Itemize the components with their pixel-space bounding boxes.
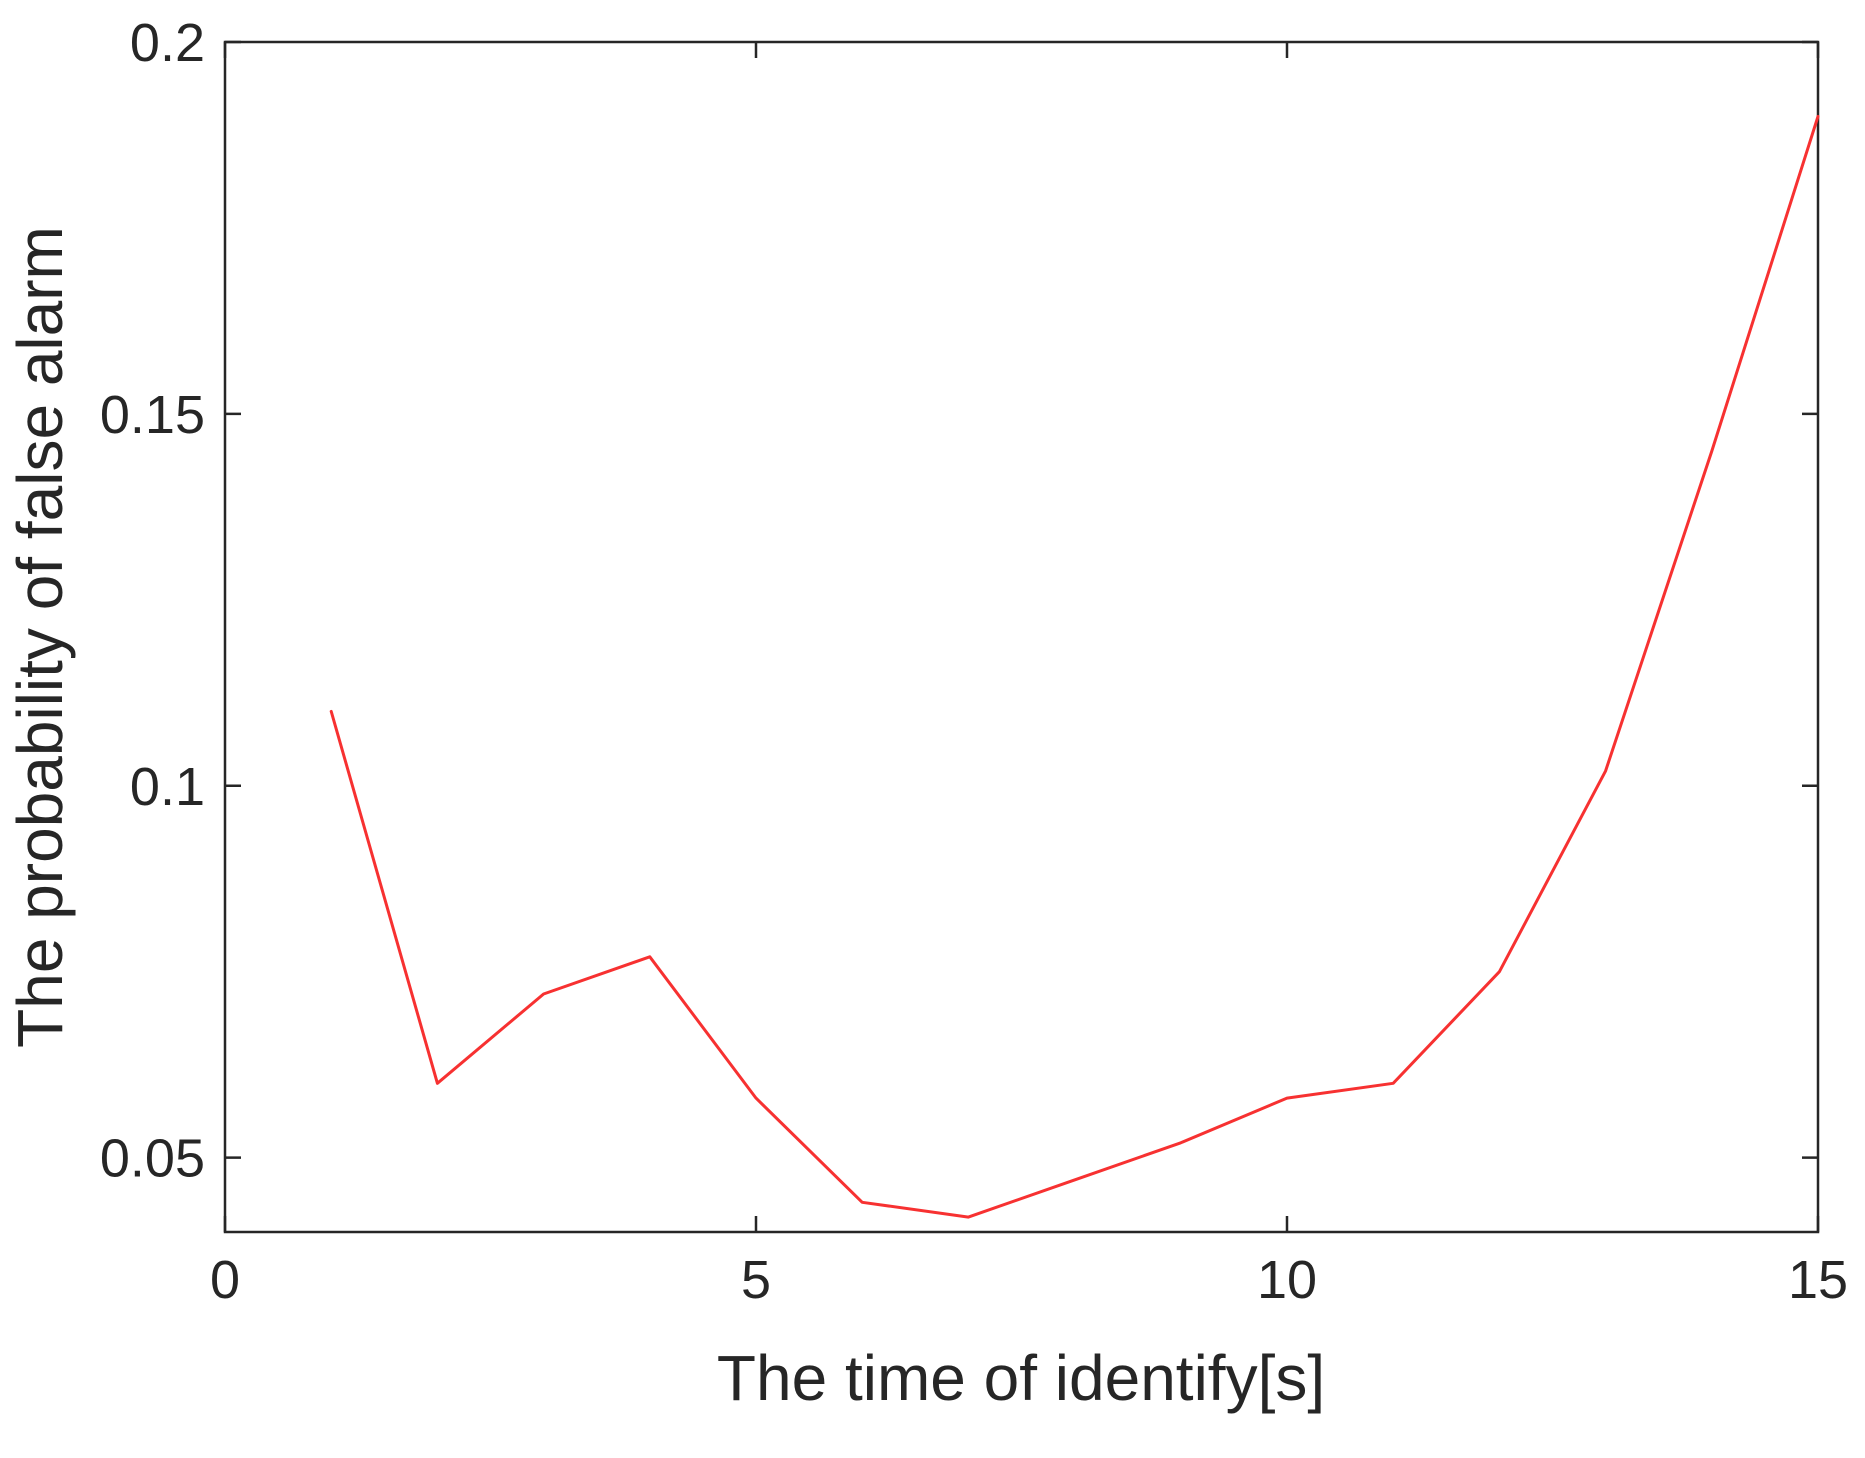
- x-tick-label: 5: [741, 1250, 771, 1310]
- y-tick-label: 0.15: [100, 385, 205, 445]
- y-axis-label: The probability of false alarm: [4, 226, 76, 1048]
- x-tick-label: 0: [210, 1250, 240, 1310]
- axis-tick-labels: 0 5 10 15 0.05 0.1 0.15 0.2: [100, 13, 1848, 1310]
- y-tick-label: 0.05: [100, 1129, 205, 1189]
- plot-area: [223, 40, 1820, 1234]
- x-tick-label: 10: [1257, 1250, 1317, 1310]
- axis-ticks: [223, 40, 1820, 1232]
- x-tick-label: 15: [1788, 1250, 1848, 1310]
- y-tick-label: 0.1: [130, 757, 205, 817]
- y-tick-label: 0.2: [130, 13, 205, 73]
- series-line: [329, 114, 1820, 1219]
- x-axis-label: The time of identify[s]: [717, 1342, 1325, 1414]
